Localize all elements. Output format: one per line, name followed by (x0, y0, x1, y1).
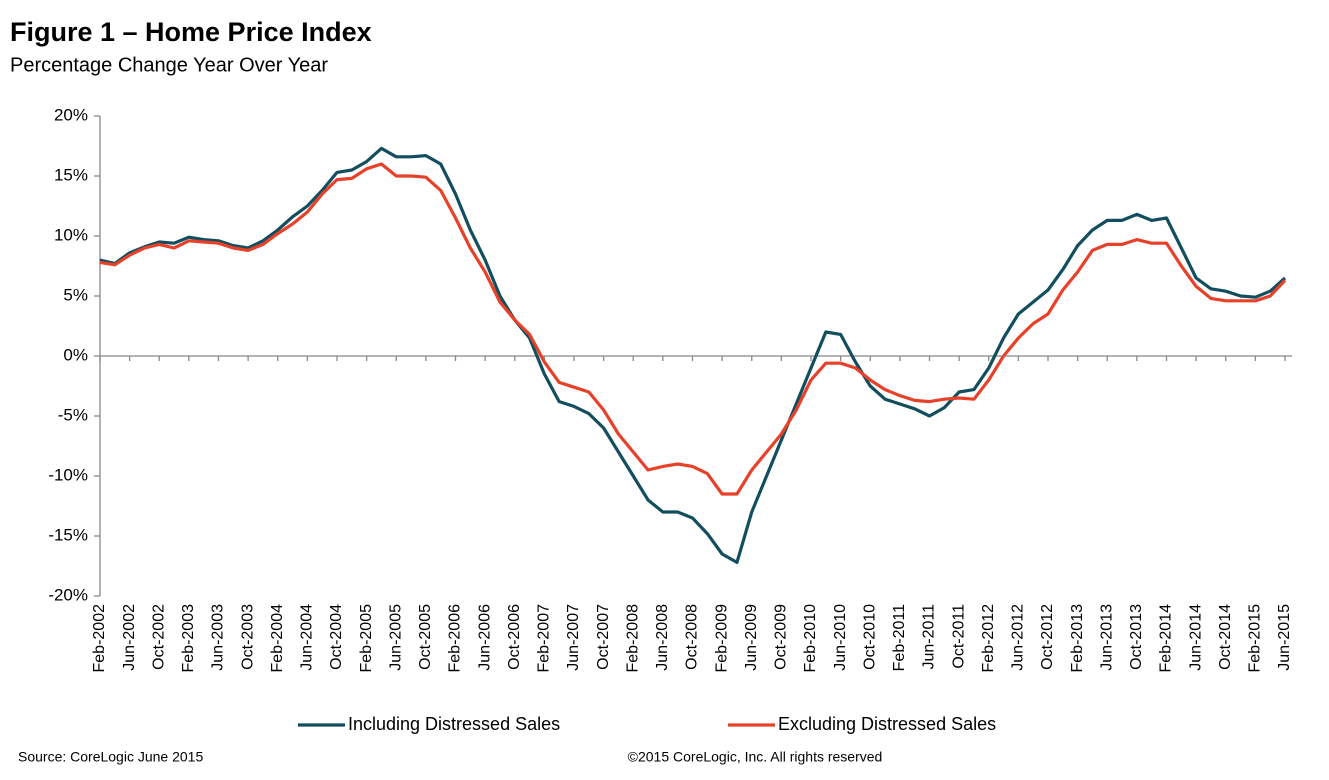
x-tick-label: Jun-2007 (565, 604, 582, 671)
x-tick-label: Oct-2006 (506, 604, 523, 670)
y-tick-label: 5% (63, 285, 88, 304)
x-tick-label: Feb-2015 (1247, 604, 1264, 673)
copyright-note: ©2015 CoreLogic, Inc. All rights reserve… (628, 749, 883, 765)
x-tick-label: Oct-2004 (328, 604, 345, 670)
x-tick-label: Oct-2003 (239, 604, 256, 670)
x-tick-label: Feb-2012 (980, 604, 997, 673)
y-tick-label: -10% (48, 465, 88, 484)
y-tick-label: 10% (54, 225, 88, 244)
x-tick-label: Oct-2002 (150, 604, 167, 670)
chart-title: Figure 1 – Home Price Index (10, 17, 372, 47)
x-tick-label: Feb-2007 (536, 604, 553, 673)
x-tick-label: Feb-2003 (180, 604, 197, 673)
x-tick-label: Jun-2006 (476, 604, 493, 671)
x-tick-label: Jun-2005 (387, 604, 404, 671)
chart-subtitle: Percentage Change Year Over Year (10, 54, 328, 76)
y-tick-label: -20% (48, 585, 88, 604)
x-tick-label: Jun-2011 (921, 604, 938, 670)
x-tick-label: Oct-2007 (595, 604, 612, 670)
x-tick-label: Feb-2013 (1069, 604, 1086, 673)
x-tick-label: Feb-2008 (624, 604, 641, 673)
x-tick-label: Feb-2014 (1158, 604, 1175, 673)
x-tick-label: Jun-2013 (1098, 604, 1115, 671)
source-note: Source: CoreLogic June 2015 (18, 749, 203, 765)
x-tick-label: Oct-2014 (1217, 604, 1234, 670)
x-tick-label: Jun-2009 (743, 604, 760, 671)
x-tick-label: Oct-2008 (684, 604, 701, 670)
x-tick-label: Oct-2011 (950, 604, 967, 669)
y-tick-label: 20% (54, 105, 88, 124)
x-tick-label: Jun-2010 (832, 604, 849, 671)
x-tick-label: Feb-2009 (713, 604, 730, 673)
x-tick-label: Jun-2004 (299, 604, 316, 671)
x-tick-label: Feb-2006 (447, 604, 464, 673)
x-tick-label: Feb-2005 (358, 604, 375, 673)
x-tick-label: Oct-2013 (1128, 604, 1145, 670)
x-tick-label: Feb-2002 (91, 604, 108, 673)
x-tick-label: Jun-2012 (1010, 604, 1027, 671)
y-tick-label: 0% (63, 345, 88, 364)
x-tick-label: Jun-2008 (654, 604, 671, 671)
x-tick-label: Oct-2010 (861, 604, 878, 670)
legend-label: Including Distressed Sales (348, 714, 560, 734)
x-tick-label: Feb-2011 (891, 604, 908, 671)
x-tick-label: Feb-2004 (269, 604, 286, 673)
series-line (99, 162, 1287, 496)
x-tick-label: Jun-2015 (1276, 604, 1293, 671)
x-tick-label: Oct-2009 (773, 604, 790, 670)
x-tick-label: Jun-2003 (210, 604, 227, 671)
x-tick-label: Oct-2012 (1039, 604, 1056, 670)
x-tick-label: Jun-2014 (1187, 604, 1204, 671)
y-tick-label: -5% (58, 405, 88, 424)
x-tick-label: Jun-2002 (121, 604, 138, 671)
legend-label: Excluding Distressed Sales (778, 714, 996, 734)
x-tick-label: Oct-2005 (417, 604, 434, 670)
series-line (99, 146, 1287, 564)
x-tick-label: Feb-2010 (802, 604, 819, 673)
y-tick-label: 15% (54, 165, 88, 184)
y-tick-label: -15% (48, 525, 88, 544)
